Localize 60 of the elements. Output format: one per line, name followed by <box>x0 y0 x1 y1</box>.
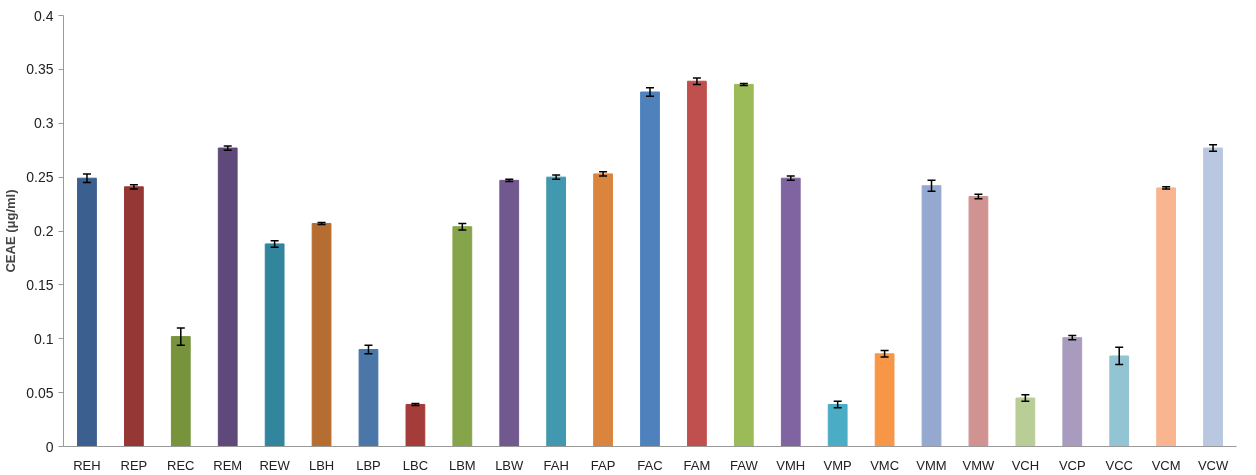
x-tick-label: VCH <box>1011 457 1040 473</box>
x-tick-label: VMP <box>823 457 852 473</box>
bar <box>687 80 707 447</box>
x-tick-label: VMM <box>916 457 947 473</box>
y-tick-label: 0.35 <box>26 61 54 78</box>
x-tick-label: LBH <box>308 457 335 473</box>
bar <box>1156 187 1176 447</box>
x-tick-label: FAC <box>637 457 663 473</box>
x-tick-label: VCC <box>1105 457 1133 473</box>
bar <box>1203 147 1223 447</box>
x-tick-label: VMC <box>870 457 900 473</box>
x-tick-label: VMH <box>776 457 806 473</box>
bar <box>264 243 285 447</box>
bar <box>827 403 848 447</box>
bar <box>921 185 942 447</box>
y-tick-label: 0.3 <box>34 115 54 132</box>
x-tick-label: VCP <box>1058 457 1086 473</box>
bar <box>640 91 660 447</box>
y-tick-label: 0 <box>45 438 54 455</box>
bar <box>77 177 97 447</box>
y-tick-label: 0.2 <box>34 223 54 239</box>
x-tick-label: FAP <box>590 457 616 473</box>
y-tick-label: 0.4 <box>34 7 54 24</box>
y-tick-label: 0.1 <box>34 330 54 347</box>
bar <box>217 147 238 447</box>
x-tick-label: FAM <box>683 457 711 473</box>
bar <box>311 222 332 447</box>
x-tick-label: LBW <box>495 457 525 473</box>
bar <box>170 336 191 447</box>
y-tick-label: 0.25 <box>26 169 54 186</box>
y-tick-label: 0.15 <box>26 276 54 293</box>
x-tick-label: REM <box>213 457 243 473</box>
x-tick-label: REC <box>167 457 195 473</box>
x-tick-label: REH <box>73 457 101 473</box>
bar <box>1015 397 1036 447</box>
x-tick-label: VMW <box>962 457 996 473</box>
x-tick-label: FAH <box>543 457 569 473</box>
bar <box>593 173 613 447</box>
x-tick-label: VCW <box>1197 457 1229 473</box>
x-tick-label: REP <box>120 457 148 473</box>
bar <box>733 83 754 447</box>
x-tick-label: LBC <box>402 457 429 473</box>
bar <box>874 353 895 447</box>
bar <box>546 176 567 447</box>
bar <box>452 226 473 447</box>
bar <box>358 349 379 447</box>
bar <box>405 403 426 447</box>
bar <box>124 186 144 447</box>
x-tick-label: LBP <box>356 457 381 473</box>
y-axis-title: CEAE (μg/ml) <box>3 189 19 273</box>
x-tick-label: FAW <box>730 457 759 473</box>
bar <box>1062 337 1083 447</box>
bar <box>780 177 801 447</box>
x-tick-label: LBM <box>448 457 476 473</box>
bar <box>968 196 989 447</box>
bar <box>499 179 520 447</box>
y-tick-label: 0.05 <box>26 384 54 401</box>
x-tick-label: REW <box>259 457 291 473</box>
x-tick-label: VCM <box>1151 457 1181 473</box>
bar <box>1109 355 1130 447</box>
